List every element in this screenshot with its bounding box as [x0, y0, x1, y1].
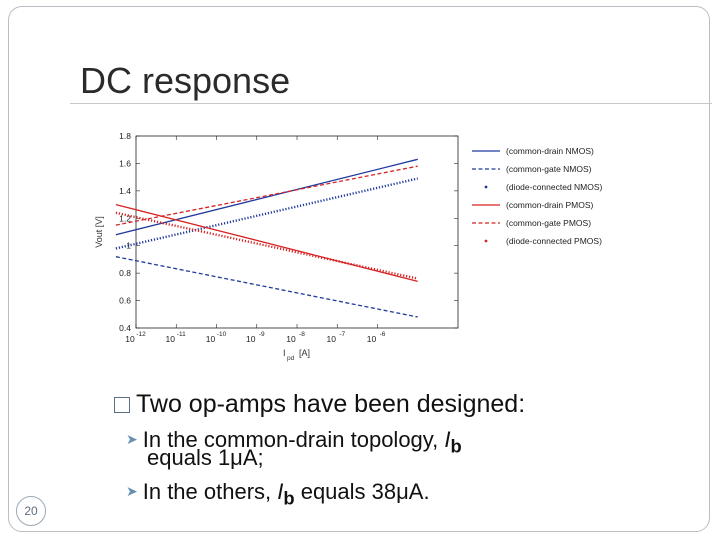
series-line-2 [115, 177, 419, 250]
legend-label: (diode-connected PMOS) [506, 236, 602, 246]
x-tick-label: 10 [166, 334, 176, 344]
y-tick-label: 1.8 [119, 131, 131, 141]
series-line-5 [115, 211, 419, 280]
current-subscript: b [283, 487, 295, 509]
y-axis-label: Vout [V] [94, 216, 104, 248]
title-divider [70, 103, 712, 104]
series-group [115, 158, 419, 318]
bullet-arrow-icon: ➤ [126, 431, 138, 447]
y-tick-label: 0.8 [119, 268, 131, 278]
sub-item-prefix: In the common-drain topology, [142, 427, 445, 452]
x-tick-label: 10 [327, 334, 337, 344]
y-tick-label: 1.2 [119, 213, 131, 223]
y-tick-label: 0.6 [119, 296, 131, 306]
series-line-3 [115, 203, 418, 283]
current-symbol: I [277, 479, 284, 504]
x-tick-label: 10 [206, 334, 216, 344]
x-tick-label: 10 [125, 334, 135, 344]
x-tick-label: 10 [286, 334, 296, 344]
current-subscript: b [450, 435, 462, 457]
legend-marker [484, 185, 488, 189]
sub-item-prefix: In the others, [142, 479, 278, 504]
x-tick-exponent: -6 [380, 331, 386, 338]
current-symbol: I [444, 427, 451, 452]
bullet-arrow-icon: ➤ [126, 483, 138, 499]
legend-label: (common-gate NMOS) [506, 164, 592, 174]
series-line-1 [115, 256, 418, 318]
sub-item-common-drain: ➤ In the common-drain topology, Ib [126, 428, 462, 458]
x-tick-exponent: -8 [299, 331, 305, 338]
x-tick-exponent: -9 [259, 331, 265, 338]
sub-item-common-drain-line2: equals 1μA; [147, 445, 264, 470]
plot-area [135, 135, 459, 329]
y-tick-label: 1.4 [119, 186, 131, 196]
legend-label: (common-gate PMOS) [506, 218, 591, 228]
y-tick-label: 1.6 [119, 158, 131, 168]
dc-response-chart: 0.40.60.811.21.41.61.810-1210-1110-1010-… [94, 131, 603, 362]
sub-item-others: ➤ In the others, Ib equals 38μA. [126, 480, 430, 510]
plot-frame [135, 135, 459, 329]
bullet-main-text: Two op-amps have been designed: [136, 390, 526, 418]
series-line-0 [115, 158, 418, 236]
slide-title: DC response [80, 60, 291, 101]
legend-label: (common-drain PMOS) [506, 200, 594, 210]
x-label-symbol: I [283, 348, 286, 358]
legend-label: (common-drain NMOS) [506, 146, 594, 156]
legend-label: (diode-connected NMOS) [506, 182, 603, 192]
x-tick-exponent: -7 [339, 331, 345, 338]
x-tick-exponent: -10 [217, 331, 227, 338]
y-tick-label: 0.4 [119, 323, 131, 333]
series-line-4 [115, 165, 418, 226]
bullet-box-icon [114, 397, 130, 413]
x-axis-label: Ipd [A] [283, 348, 310, 362]
x-tick-exponent: -12 [136, 331, 146, 338]
x-tick-exponent: -11 [177, 331, 186, 338]
x-tick-label: 10 [246, 334, 256, 344]
bullet-main: Two op-amps have been designed: [114, 390, 525, 419]
legend: (common-drain NMOS) (common-gate NMOS) (di… [472, 146, 603, 246]
sub-item-suffix: equals 38μA. [294, 479, 430, 504]
x-label-subscript: pd [287, 355, 295, 362]
page-number: 20 [16, 496, 46, 526]
x-label-unit: [A] [299, 348, 310, 358]
x-tick-label: 10 [367, 334, 377, 344]
legend-marker [484, 239, 488, 243]
